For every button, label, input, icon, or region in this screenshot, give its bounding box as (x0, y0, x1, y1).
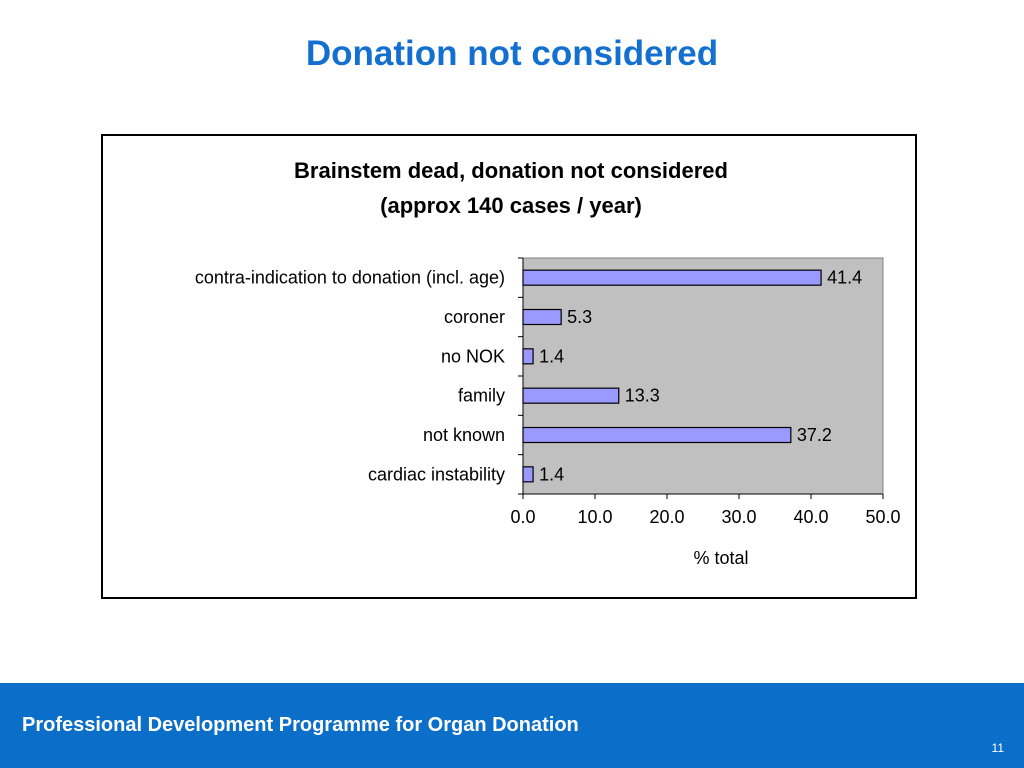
bar (522, 466, 534, 483)
bar (522, 426, 792, 444)
bar-chart: 0.0 10.0 20.0 30.0 40.0 50.0 % total contra-ind… (195, 257, 901, 568)
category-label: family (458, 386, 505, 406)
chart-frame: Brainstem dead, donation not considered … (101, 134, 917, 599)
category-label: cardiac instability (368, 464, 505, 484)
footer-programme-name: Professional Development Programme for O… (22, 714, 579, 736)
x-tick-label: 40.0 (793, 507, 828, 527)
value-label: 1.4 (539, 464, 564, 484)
category-label: coroner (444, 307, 505, 327)
bar (522, 269, 822, 286)
plot-area (522, 257, 884, 495)
x-axis-label: % total (693, 548, 748, 568)
value-label: 41.4 (827, 268, 862, 288)
bar (522, 387, 620, 404)
footer-bar: Professional Development Programme for O… (0, 683, 1024, 768)
chart-subtitle: (approx 140 cases / year) (380, 193, 642, 218)
category-label: no NOK (441, 346, 505, 366)
x-tick-label: 50.0 (865, 507, 900, 527)
chart-title: Brainstem dead, donation not considered (294, 158, 728, 183)
category-label: not known (423, 425, 505, 445)
value-label: 13.3 (625, 386, 660, 406)
x-tick-label: 10.0 (577, 507, 612, 527)
x-tick-label: 0.0 (510, 507, 535, 527)
value-label: 1.4 (539, 346, 564, 366)
category-label: contra-indication to donation (incl. age… (195, 268, 505, 288)
x-tick-label: 30.0 (721, 507, 756, 527)
slide-title: Donation not considered (305, 34, 719, 73)
value-label: 5.3 (567, 307, 592, 327)
bar (522, 308, 562, 326)
bar (522, 348, 534, 365)
page-number: 11 (991, 741, 1004, 755)
value-label: 37.2 (797, 425, 832, 445)
x-tick-label: 20.0 (649, 507, 684, 527)
